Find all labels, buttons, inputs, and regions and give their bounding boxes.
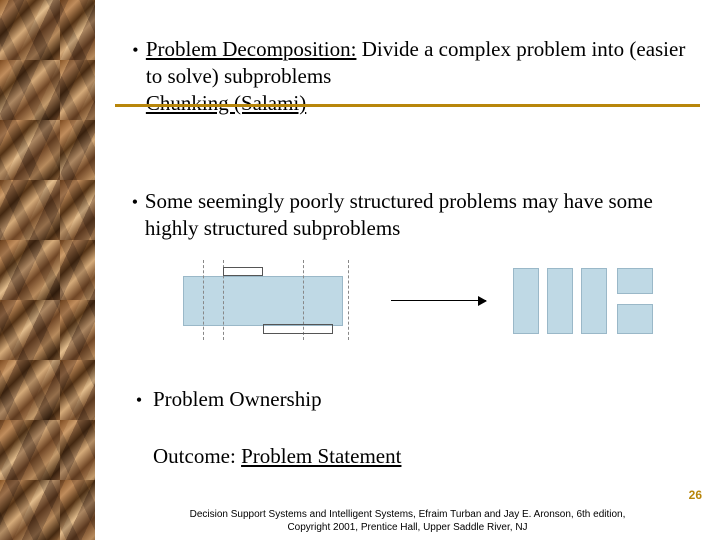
diagram-thinbox bbox=[263, 324, 333, 334]
bullet-marker: • bbox=[125, 36, 146, 62]
bullet-3: • Problem Ownership bbox=[125, 386, 690, 413]
diagram-right-block bbox=[581, 268, 607, 334]
diagram-thinbox bbox=[223, 267, 263, 276]
footer-line1: Decision Support Systems and Intelligent… bbox=[190, 509, 626, 520]
page-number: 26 bbox=[689, 488, 702, 502]
slide-content: • Problem Decomposition: Divide a comple… bbox=[95, 0, 720, 540]
bullet-marker: • bbox=[125, 188, 145, 214]
diagram-right-block bbox=[617, 268, 653, 294]
diagram-vline bbox=[348, 260, 349, 340]
bullet-3-text: Problem Ownership bbox=[153, 386, 322, 413]
diagram-right-block bbox=[513, 268, 539, 334]
footer-line2: Copyright 2001, Prentice Hall, Upper Sad… bbox=[287, 522, 527, 533]
outcome-underlined: Problem Statement bbox=[241, 444, 401, 468]
diagram-arrow bbox=[391, 300, 486, 301]
diagram-left-block bbox=[183, 276, 343, 326]
horizontal-divider bbox=[115, 104, 700, 107]
bullet-2-text: Some seemingly poorly structured problem… bbox=[145, 188, 690, 242]
outcome-line: Outcome: Problem Statement bbox=[153, 444, 401, 469]
bullet-2: • Some seemingly poorly structured probl… bbox=[125, 188, 690, 242]
decorative-sidebar-image bbox=[0, 0, 95, 540]
diagram-right-block bbox=[547, 268, 573, 334]
diagram-right-block bbox=[617, 304, 653, 334]
outcome-prefix: Outcome: bbox=[153, 444, 241, 468]
decomposition-diagram bbox=[153, 258, 673, 348]
diagram-vline bbox=[203, 260, 204, 340]
bullet-marker: • bbox=[125, 386, 153, 412]
bullet-1-line3: Chunking (Salami) bbox=[146, 91, 306, 115]
bullet-1-label: Problem Decomposition: bbox=[146, 37, 357, 61]
footer-citation: Decision Support Systems and Intelligent… bbox=[95, 509, 720, 534]
